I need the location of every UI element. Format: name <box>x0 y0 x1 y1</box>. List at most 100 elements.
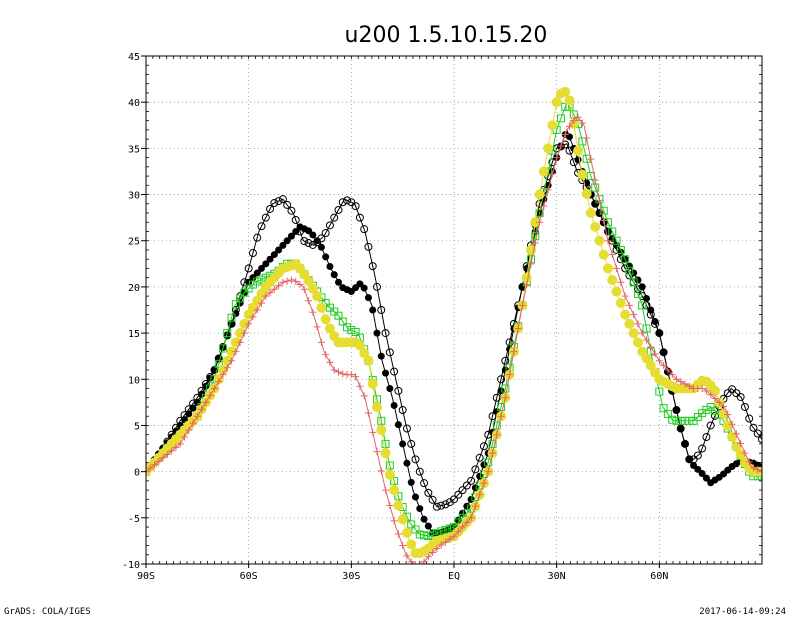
data-point <box>343 323 352 332</box>
data-point <box>253 306 261 314</box>
data-point <box>591 176 599 184</box>
data-point <box>245 320 253 328</box>
y-tick-label: 45 <box>128 52 140 63</box>
data-point <box>240 329 248 337</box>
data-point <box>258 264 265 272</box>
data-point <box>437 501 446 510</box>
data-point <box>369 428 377 436</box>
data-point <box>206 391 214 399</box>
data-point <box>309 308 317 316</box>
data-point <box>630 269 638 277</box>
data-point <box>518 283 526 291</box>
data-point <box>334 205 343 214</box>
data-point <box>736 392 745 401</box>
data-point <box>685 382 693 390</box>
data-point <box>168 447 176 455</box>
data-point <box>202 398 210 406</box>
data-point <box>527 260 535 268</box>
data-point <box>356 280 364 288</box>
data-point <box>407 478 415 486</box>
data-point <box>424 522 432 530</box>
data-point <box>594 235 605 246</box>
data-point <box>283 277 291 285</box>
data-point <box>384 469 395 480</box>
data-point <box>693 451 702 460</box>
data-point <box>501 384 510 393</box>
data-point <box>338 317 347 326</box>
data-point <box>303 275 314 286</box>
data-point <box>535 199 544 208</box>
data-point <box>471 484 479 492</box>
data-point <box>634 320 642 328</box>
data-point <box>360 392 368 400</box>
data-point <box>407 520 416 529</box>
data-point <box>412 493 419 501</box>
data-point <box>573 145 584 156</box>
data-point <box>420 531 429 540</box>
data-point <box>231 300 240 309</box>
data-point <box>531 239 539 247</box>
data-point <box>415 561 416 564</box>
data-point <box>595 196 603 204</box>
data-point <box>530 217 541 228</box>
data-point <box>551 97 562 108</box>
data-point <box>305 227 313 235</box>
data-point <box>728 420 736 428</box>
data-point <box>587 155 595 163</box>
chart-title: u200 1.5.10.15.20 <box>345 23 548 48</box>
data-point <box>612 236 621 245</box>
data-point <box>643 294 650 302</box>
data-point <box>159 454 167 462</box>
data-point <box>382 369 390 377</box>
data-point <box>219 371 227 379</box>
data-point <box>445 498 454 507</box>
data-point <box>608 227 617 236</box>
data-point <box>702 405 711 414</box>
data-point <box>497 375 506 384</box>
data-point <box>382 486 390 494</box>
data-point <box>458 486 467 495</box>
data-point <box>617 278 625 286</box>
data-point <box>320 314 331 325</box>
data-point <box>399 440 407 448</box>
data-point <box>583 134 591 142</box>
data-point <box>741 449 749 457</box>
data-point <box>754 466 762 474</box>
data-point <box>749 464 757 472</box>
data-point <box>429 548 437 556</box>
data-point <box>330 307 339 316</box>
data-point <box>227 313 236 322</box>
data-point <box>283 237 291 245</box>
data-point <box>625 301 633 309</box>
data-point <box>633 289 642 298</box>
series-group <box>146 86 762 564</box>
data-point <box>681 416 689 425</box>
data-point <box>651 350 659 358</box>
data-point <box>497 412 505 420</box>
data-point <box>603 263 613 274</box>
data-point <box>202 382 210 390</box>
data-point <box>364 242 373 251</box>
data-point <box>372 401 382 412</box>
data-point <box>351 202 360 211</box>
x-tick-label: 60N <box>650 571 668 582</box>
data-point <box>556 114 565 123</box>
data-point <box>642 324 651 333</box>
data-point <box>266 255 274 263</box>
data-point <box>454 528 462 536</box>
data-point <box>262 260 270 268</box>
data-point <box>406 539 417 550</box>
data-point <box>326 263 334 271</box>
data-point <box>681 440 689 448</box>
data-point <box>257 222 266 231</box>
data-point <box>393 500 404 511</box>
data-point <box>681 380 689 388</box>
data-point <box>577 169 588 180</box>
data-point <box>479 442 488 451</box>
data-point <box>309 231 317 239</box>
data-point <box>274 197 283 206</box>
data-point <box>710 411 719 420</box>
data-point <box>377 416 386 425</box>
data-point <box>638 301 647 310</box>
y-tick-label: 0 <box>134 468 140 479</box>
